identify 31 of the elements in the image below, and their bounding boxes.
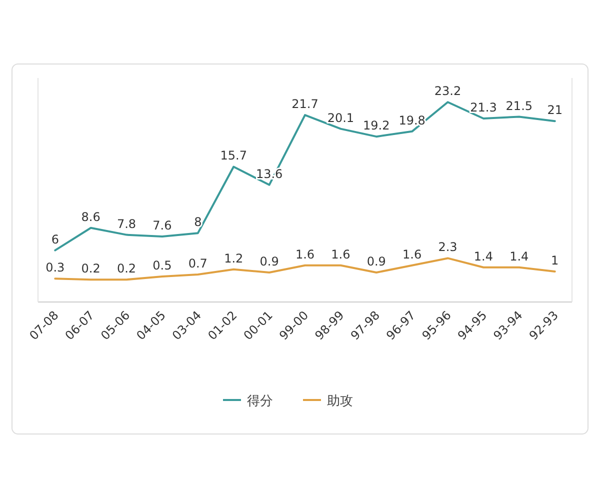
data-label: 8.6 [81, 210, 100, 224]
data-label: 8 [194, 215, 202, 230]
data-label: 15.7 [220, 148, 247, 163]
data-label: 7.6 [152, 218, 172, 233]
data-label: 20.1 [327, 110, 354, 125]
data-label: 7.8 [116, 216, 136, 231]
data-label: 6 [51, 232, 59, 246]
data-label: 2.3 [438, 240, 458, 254]
data-label: 21.7 [292, 97, 318, 112]
legend-label: 得分 [247, 394, 273, 409]
data-label: 0.2 [81, 262, 100, 276]
data-label: 1.6 [295, 247, 315, 262]
data-label: 19.8 [398, 113, 426, 128]
data-label: 0.3 [46, 260, 65, 275]
data-label: 1.2 [224, 251, 244, 266]
data-label: 23.2 [434, 84, 462, 98]
data-label: 0.5 [152, 258, 172, 273]
data-label: 19.2 [363, 118, 390, 133]
data-label: 1.4 [510, 249, 529, 264]
legend-label: 助攻 [327, 394, 353, 409]
data-label: 0.9 [260, 254, 279, 268]
data-label: 21.5 [506, 98, 533, 113]
data-label: 0.7 [188, 256, 208, 271]
data-label: 0.2 [116, 262, 136, 276]
data-label: 1.4 [474, 249, 494, 264]
data-label: 21.3 [470, 100, 497, 114]
data-label: 21 [547, 103, 562, 118]
data-label: 1.6 [402, 247, 422, 262]
data-label: 1 [551, 253, 559, 268]
data-label: 0.9 [366, 254, 386, 268]
data-label: 1.6 [331, 247, 350, 262]
